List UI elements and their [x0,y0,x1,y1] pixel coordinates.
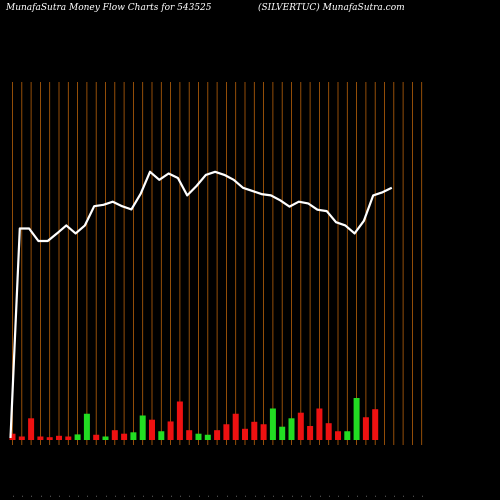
volume-bar [353,398,360,440]
volume-bar [176,401,183,440]
volume-bar [93,434,100,440]
x-tick-label: - [169,495,174,497]
volume-bar [9,433,16,440]
x-tick-label: - [299,495,304,497]
x-tick-label: - [38,495,43,497]
vertical-grid-lines [12,82,423,445]
x-tick-label: - [85,495,90,497]
x-tick-label: - [262,495,267,497]
volume-bar [204,434,211,440]
volume-bar [28,418,35,440]
volume-bar [242,428,248,440]
x-tick-label: - [410,495,415,497]
volume-bar [167,421,174,440]
volume-bar [130,432,137,440]
volume-bar [37,436,44,440]
x-tick-label: - [187,495,192,497]
volume-bar [74,434,81,440]
x-tick-label: - [48,495,53,497]
volume-bar [158,431,165,440]
volume-bar [56,435,62,440]
x-tick-label: - [57,495,62,497]
x-tick-label: - [392,495,397,497]
x-tick-label: - [150,495,155,497]
x-axis-labels: ----------------------------------------… [11,495,425,497]
x-tick-label: - [20,495,25,497]
x-tick-label: - [29,495,34,497]
volume-bar [65,436,72,440]
volume-bar [121,433,128,440]
x-tick-label: - [327,495,332,497]
x-tick-label: - [401,495,406,497]
x-tick-label: - [345,495,350,497]
x-tick-label: - [355,495,360,497]
x-tick-label: - [104,495,109,497]
x-tick-label: - [420,495,425,497]
x-tick-label: - [290,495,295,497]
x-tick-label: - [308,495,313,497]
x-tick-label: - [131,495,136,497]
x-tick-label: - [141,495,146,497]
x-tick-label: - [336,495,341,497]
volume-bar [297,412,304,440]
volume-bar [251,421,258,440]
volume-bar [372,409,379,440]
volume-bar [83,413,90,440]
x-tick-label: - [66,495,71,497]
volume-bar [46,437,53,440]
x-tick-label: - [178,495,183,497]
volume-bar [102,436,109,440]
x-tick-label: - [197,495,202,497]
volume-bar [186,430,193,440]
volume-bar [335,431,341,440]
x-tick-label: - [280,495,285,497]
volume-bar [307,426,314,440]
volume-bar [111,430,118,440]
volume-bar [223,424,230,440]
x-tick-label: - [373,495,378,497]
volume-bar [362,417,369,440]
x-tick-label: - [243,495,248,497]
volume-bar [232,413,239,440]
x-tick-label: - [271,495,276,497]
x-tick-label: - [234,495,239,497]
money-flow-line [9,170,393,439]
x-tick-label: - [206,495,211,497]
x-tick-label: - [215,495,220,497]
x-tick-label: - [159,495,164,497]
volume-bars [9,398,379,440]
volume-bar [344,431,351,440]
volume-bar [325,423,332,440]
volume-bar [269,408,276,440]
x-tick-label: - [76,495,81,497]
volume-bar [214,430,221,440]
x-tick-label: - [122,495,127,497]
volume-bar [288,418,295,440]
volume-bar [316,408,323,440]
x-tick-label: - [317,495,322,497]
x-tick-label: - [364,495,369,497]
x-tick-label: - [383,495,388,497]
volume-bar [260,424,267,440]
chart-title-left: MunafaSutra Money Flow Charts for 543525 [6,3,212,13]
volume-bar [149,419,155,440]
x-tick-label: - [94,495,99,497]
x-tick-label: - [113,495,118,497]
volume-bar [279,426,286,440]
x-tick-label: - [224,495,229,497]
volume-bar [139,415,146,440]
volume-bar [195,433,202,440]
x-tick-label: - [11,495,16,497]
chart-title-right: (SILVERTUC) MunafaSutra.com [258,3,405,13]
volume-bar [18,436,25,440]
x-tick-label: - [252,495,257,497]
